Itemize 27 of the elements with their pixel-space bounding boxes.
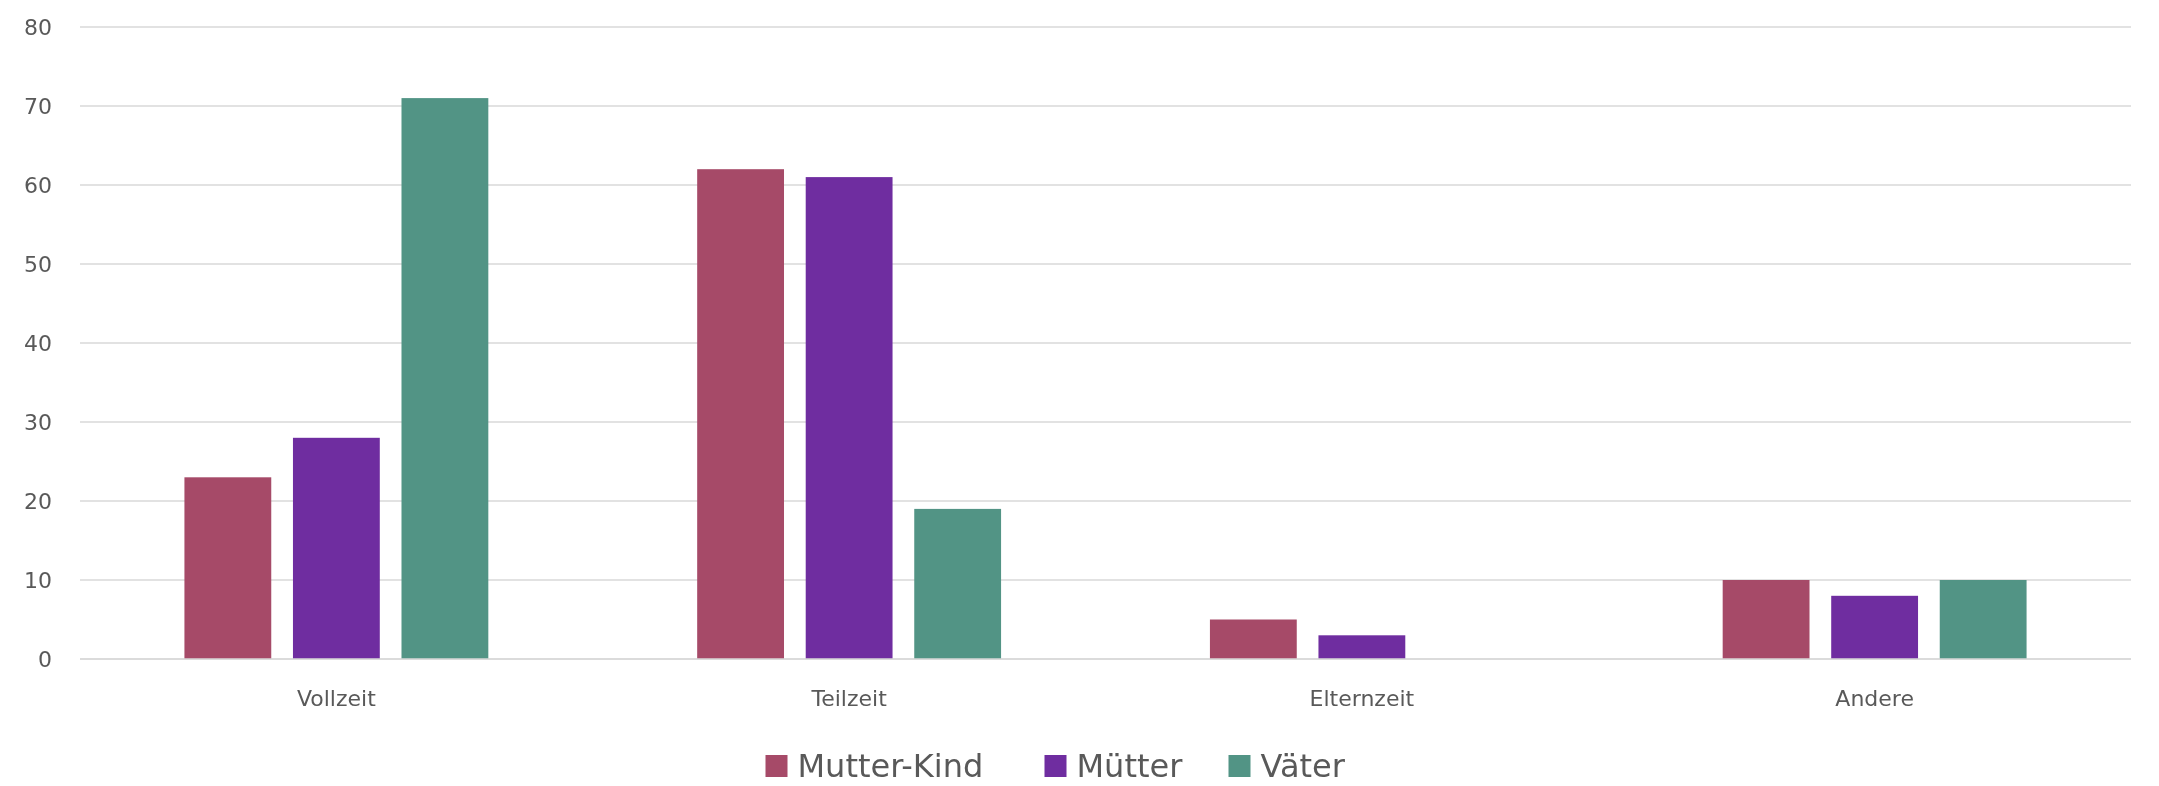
legend-label: Mütter bbox=[1076, 747, 1184, 786]
y-tick-label: 50 bbox=[24, 251, 52, 277]
y-tick-label: 30 bbox=[24, 409, 52, 435]
bar bbox=[1209, 619, 1297, 659]
bar bbox=[1939, 580, 2027, 659]
bar bbox=[401, 98, 489, 659]
x-tick-label: Teilzeit bbox=[810, 686, 888, 711]
y-tick-label: 80 bbox=[24, 14, 52, 40]
bar bbox=[184, 477, 272, 659]
x-tick-label: Elternzeit bbox=[1309, 686, 1415, 711]
y-tick-label: 60 bbox=[24, 172, 52, 198]
y-tick-label: 70 bbox=[24, 93, 52, 119]
y-tick-label: 20 bbox=[24, 488, 52, 514]
bar bbox=[1722, 580, 1810, 659]
legend-label: Mutter-Kind bbox=[797, 747, 984, 786]
x-tick-label: Vollzeit bbox=[296, 686, 377, 711]
bar bbox=[292, 437, 380, 659]
bar bbox=[1831, 595, 1919, 659]
bar bbox=[1318, 635, 1406, 659]
y-tick-label: 40 bbox=[24, 330, 52, 356]
bar bbox=[914, 508, 1002, 659]
bar bbox=[805, 177, 893, 659]
bar bbox=[697, 169, 785, 659]
y-tick-label: 0 bbox=[38, 646, 52, 672]
x-tick-label: Andere bbox=[1835, 686, 1914, 711]
legend-label: Väter bbox=[1260, 747, 1346, 786]
y-tick-label: 10 bbox=[24, 567, 52, 593]
